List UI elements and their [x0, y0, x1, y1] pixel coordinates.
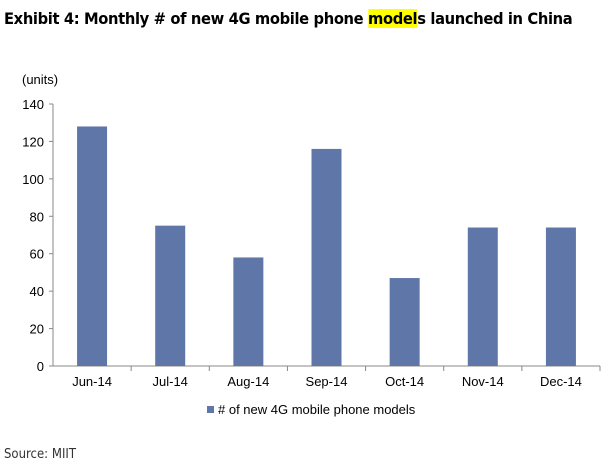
title-text-suffix: s launched in China [417, 9, 573, 28]
bar-jul-14 [155, 225, 186, 366]
y-tick-label: 20 [30, 322, 44, 337]
bar-sep-14 [311, 148, 342, 366]
chart-title: Exhibit 4: Monthly # of new 4G mobile ph… [4, 9, 573, 28]
x-tick-label: Jun-14 [72, 374, 112, 389]
bar-nov-14 [467, 227, 498, 366]
bar-aug-14 [233, 257, 264, 366]
x-tick-label: Nov-14 [462, 374, 504, 389]
y-tick-label: 0 [37, 359, 44, 374]
y-tick-label: 80 [30, 209, 44, 224]
legend-swatch [207, 406, 214, 413]
title-highlight: model [368, 9, 418, 28]
bar-oct-14 [389, 278, 420, 366]
y-tick-label: 100 [22, 172, 44, 187]
legend-label: # of new 4G mobile phone models [218, 402, 416, 417]
x-tick-label: Dec-14 [540, 374, 582, 389]
y-tick-label: 60 [30, 247, 44, 262]
source-note: Source: MIIT [4, 447, 76, 462]
x-tick-label: Oct-14 [385, 374, 424, 389]
x-tick-label: Aug-14 [227, 374, 269, 389]
x-tick-label: Sep-14 [306, 374, 348, 389]
title-text: Exhibit 4: Monthly # of new 4G mobile ph… [4, 9, 369, 28]
x-tick-label: Jul-14 [153, 374, 188, 389]
y-tick-label: 120 [22, 134, 44, 149]
bar-jun-14 [77, 126, 108, 366]
y-axis-label: (units) [22, 72, 58, 87]
y-tick-label: 140 [22, 97, 44, 112]
y-tick-label: 40 [30, 284, 44, 299]
bar-dec-14 [545, 227, 576, 366]
